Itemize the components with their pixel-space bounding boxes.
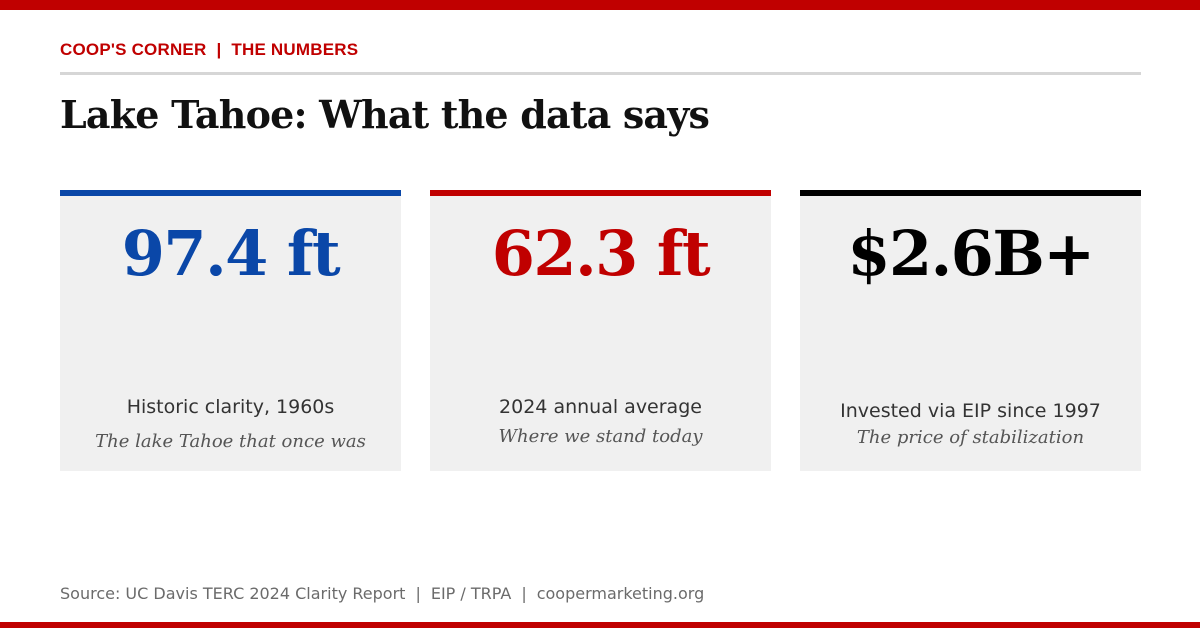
footer-site-link[interactable]: coopermarketing.org [536,584,705,603]
stat-card-annual-average: 62.3 ft 2024 annual average Where we sta… [430,190,771,471]
footer-separator: | [521,584,527,603]
stat-subtitle: Where we stand today [498,426,703,447]
top-accent-bar [0,0,1200,10]
footer-source: Source: UC Davis TERC 2024 Clarity Repor… [60,584,406,603]
bottom-accent-bar [0,622,1200,628]
stat-label: 2024 annual average [499,396,702,418]
stat-value: $2.6B+ [847,217,1095,290]
stat-value: 97.4 ft [121,217,341,290]
stat-card-eip-investment: $2.6B+ Invested via EIP since 1997 The p… [800,190,1141,471]
stat-subtitle: The lake Tahoe that once was [95,431,366,452]
header-divider [60,72,1141,75]
card-accent-bar [800,190,1141,196]
footer-agencies: EIP / TRPA [430,584,512,603]
stat-value: 62.3 ft [491,217,711,290]
page-title: Lake Tahoe: What the data says [60,92,710,137]
card-accent-bar [60,190,401,196]
kicker: COOP'S CORNER | THE NUMBERS [60,40,358,60]
stat-label: Historic clarity, 1960s [126,396,335,418]
footer-separator: | [415,584,421,603]
stat-card-historic-clarity: 97.4 ft Historic clarity, 1960s The lake… [60,190,401,471]
stat-subtitle: The price of stabilization [856,427,1085,448]
card-accent-bar [430,190,771,196]
footer-credits: Source: UC Davis TERC 2024 Clarity Repor… [60,584,704,603]
kicker-separator: | [216,40,222,59]
kicker-column-name: COOP'S CORNER [60,40,207,59]
kicker-section-name: THE NUMBERS [231,40,359,59]
stat-label: Invested via EIP since 1997 [840,400,1101,422]
